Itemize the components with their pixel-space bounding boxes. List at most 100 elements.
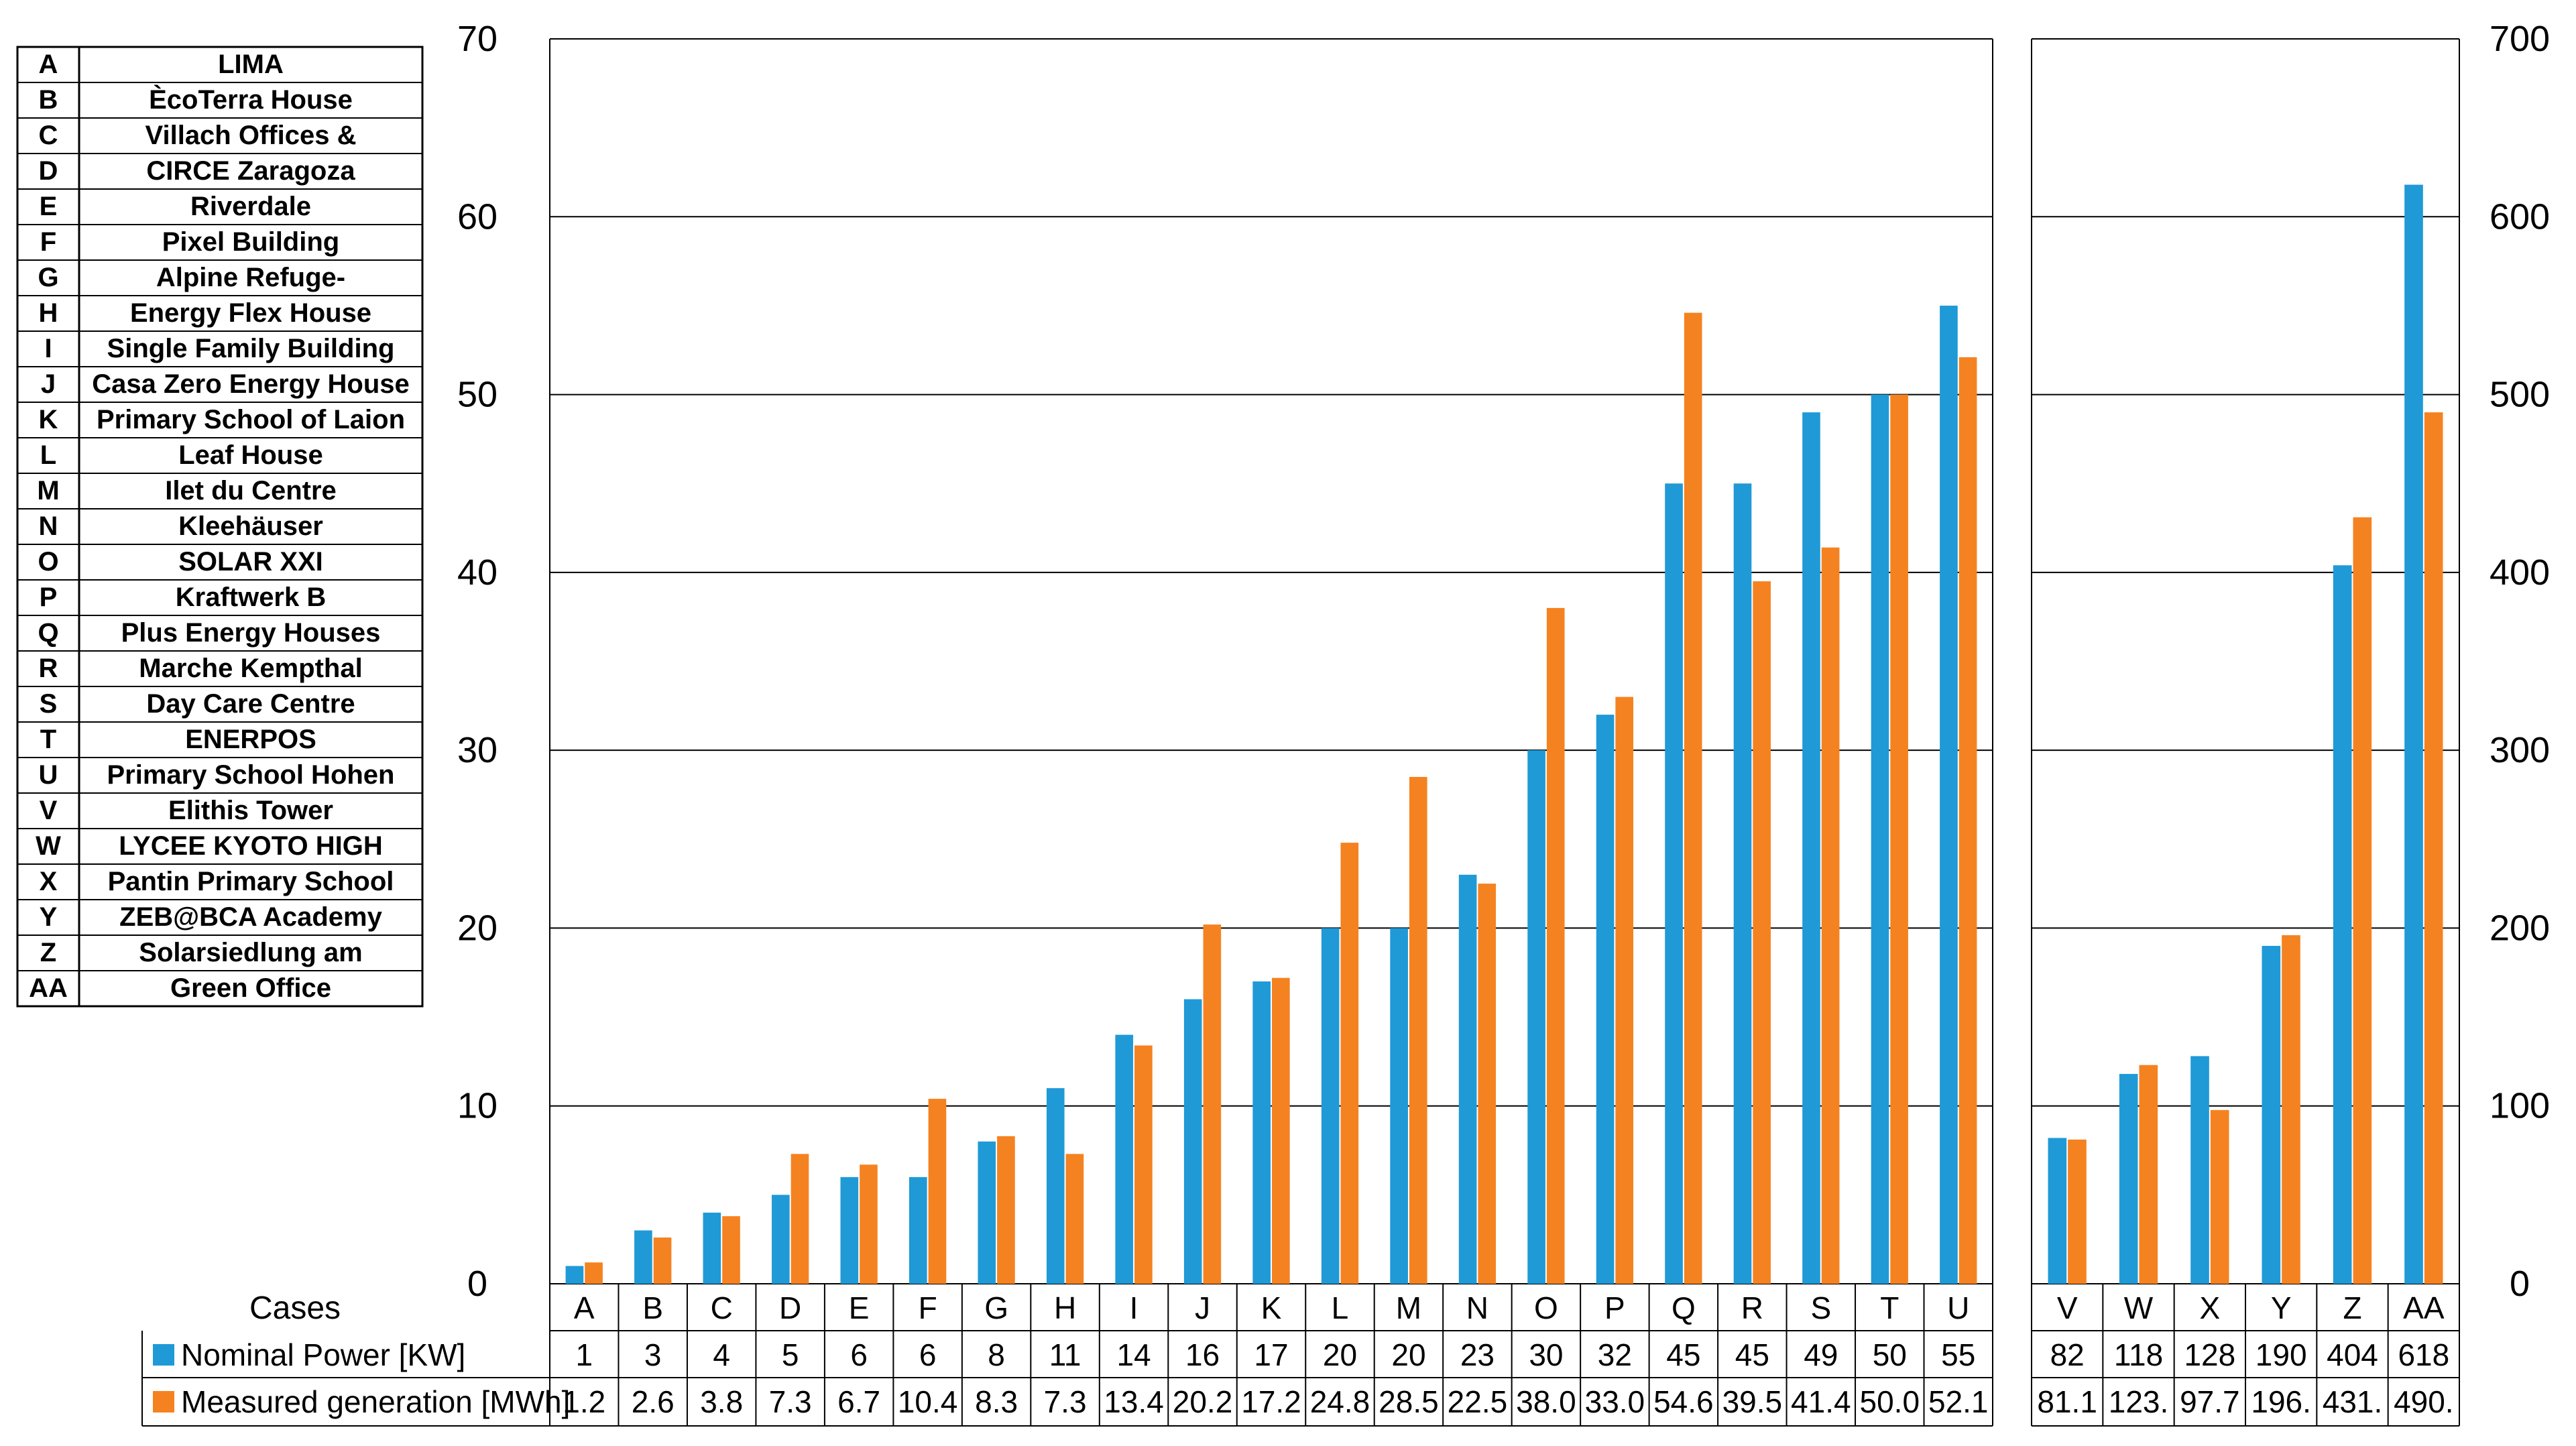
left-bar-chart: 0 10 20 30 40 50 60 70 <box>457 19 1993 1304</box>
legend-code-aa: AA <box>29 973 68 1003</box>
left-data-label-measured-o: 38.0 <box>1516 1384 1576 1419</box>
left-data-label-nominal-p: 32 <box>1598 1337 1632 1372</box>
left-category-label-r: R <box>1741 1290 1763 1325</box>
left-ytick-label: 70 <box>457 19 497 59</box>
right-data-label-nominal-z: 404 <box>2327 1337 2378 1372</box>
left-data-label-nominal-l: 20 <box>1323 1337 1357 1372</box>
left-data-label-measured-a: 1.2 <box>563 1384 605 1419</box>
left-bar-measured-q <box>1684 312 1702 1284</box>
left-bar-nominal-o <box>1527 750 1545 1284</box>
left-category-label-f: F <box>919 1290 937 1325</box>
left-data-label-measured-k: 17.2 <box>1241 1384 1301 1419</box>
right-ytick-label: 600 <box>2490 196 2550 237</box>
legend-name-s: Day Care Centre <box>146 689 355 719</box>
legend-name-h: Energy Flex House <box>130 298 371 328</box>
legend-code-m: M <box>37 476 59 505</box>
legend-code-n: N <box>39 511 58 541</box>
left-data-label-measured-r: 39.5 <box>1722 1384 1783 1419</box>
left-data-label-measured-s: 41.4 <box>1791 1384 1851 1419</box>
right-bar-nominal-x <box>2190 1056 2209 1284</box>
left-bar-measured-d <box>791 1154 809 1284</box>
left-bar-measured-o <box>1546 607 1565 1284</box>
left-data-label-nominal-t: 50 <box>1873 1337 1907 1372</box>
left-data-label-measured-f: 10.4 <box>898 1384 958 1419</box>
left-bar-measured-a <box>585 1262 603 1284</box>
left-bar-nominal-f <box>909 1177 927 1284</box>
right-data-label-measured-z: 431. <box>2323 1384 2383 1419</box>
legend-code-a: A <box>39 50 58 79</box>
legend-swatch-measured <box>153 1391 174 1412</box>
legend-code-e: E <box>40 192 58 221</box>
right-category-label-v: V <box>2057 1290 2078 1325</box>
left-category-label-a: A <box>574 1290 595 1325</box>
left-bar-measured-h <box>1065 1154 1084 1284</box>
right-bar-nominal-y <box>2262 945 2281 1284</box>
right-data-label-measured-aa: 490. <box>2394 1384 2454 1419</box>
right-data-label-nominal-aa: 618 <box>2398 1337 2449 1372</box>
legend-name-r: Marche Kempthal <box>139 654 362 683</box>
left-data-label-measured-t: 50.0 <box>1860 1384 1920 1419</box>
left-ytick-label: 40 <box>457 552 497 593</box>
right-data-label-measured-x: 97.7 <box>2180 1384 2240 1419</box>
left-bar-measured-u <box>1958 357 1977 1284</box>
legend-name-a: LIMA <box>218 50 284 79</box>
left-data-label-nominal-k: 17 <box>1254 1337 1288 1372</box>
left-bar-nominal-g <box>978 1141 996 1284</box>
left-bar-nominal-h <box>1046 1088 1065 1284</box>
left-bar-nominal-a <box>565 1266 584 1284</box>
left-bar-measured-n <box>1478 884 1497 1284</box>
legend-table-border <box>16 46 424 1008</box>
left-data-label-nominal-j: 16 <box>1185 1337 1220 1372</box>
legend-code-i: I <box>44 334 52 363</box>
left-category-label-t: T <box>1880 1290 1899 1325</box>
right-bar-nominal-v <box>2048 1138 2067 1284</box>
left-bar-measured-c <box>722 1216 740 1284</box>
left-ytick-label: 60 <box>457 196 497 237</box>
right-bar-chart: 0 100 200 300 400 500 600 700 <box>2031 19 2550 1304</box>
left-data-label-nominal-h: 11 <box>1049 1337 1081 1372</box>
left-bar-nominal-d <box>772 1195 790 1284</box>
right-data-label-nominal-y: 190 <box>2256 1337 2307 1372</box>
legend-name-n: Kleehäuser <box>178 511 323 541</box>
legend-name-c: Villach Offices & <box>145 121 357 150</box>
legend-series-measured: Measured generation [MWh] <box>181 1384 570 1419</box>
left-bar-measured-g <box>997 1136 1015 1284</box>
left-ytick-label: 30 <box>457 730 497 770</box>
legend-name-t: ENERPOS <box>185 725 316 754</box>
left-bar-nominal-m <box>1390 928 1408 1284</box>
legend-code-v: V <box>40 796 58 825</box>
legend-code-r: R <box>39 654 58 683</box>
left-data-label-measured-j: 20.2 <box>1173 1384 1233 1419</box>
left-data-label-nominal-e: 6 <box>850 1337 868 1372</box>
legend-name-e: Riverdale <box>190 192 311 221</box>
right-bar-measured-x <box>2210 1109 2229 1284</box>
left-bar-measured-m <box>1409 776 1427 1284</box>
right-ytick-label: 0 <box>2510 1264 2530 1304</box>
right-category-label-w: W <box>2124 1290 2154 1325</box>
left-data-label-measured-i: 13.4 <box>1104 1384 1164 1419</box>
right-data-label-nominal-v: 82 <box>2050 1337 2085 1372</box>
left-data-label-measured-m: 28.5 <box>1379 1384 1439 1419</box>
legend-swatch-nominal <box>153 1344 174 1366</box>
left-data-label-measured-c: 3.8 <box>700 1384 743 1419</box>
right-ytick-label: 500 <box>2490 375 2550 415</box>
right-data-label-measured-y: 196. <box>2251 1384 2311 1419</box>
right-bar-nominal-z <box>2333 565 2352 1284</box>
left-bar-measured-t <box>1890 394 1908 1284</box>
legend-code-t: T <box>40 725 56 754</box>
case-legend-table: A LIMA B ÈcoTerra House C Villach Offices & D C… <box>16 46 424 1008</box>
left-data-label-measured-p: 33.0 <box>1585 1384 1645 1419</box>
legend-name-j: Casa Zero Energy House <box>92 369 410 399</box>
left-category-label-b: B <box>642 1290 663 1325</box>
left-bar-nominal-e <box>840 1177 859 1284</box>
legend-code-b: B <box>39 85 58 115</box>
left-category-label-l: L <box>1332 1290 1349 1325</box>
left-data-label-measured-u: 52.1 <box>1928 1384 1989 1419</box>
left-category-label-o: O <box>1534 1290 1558 1325</box>
legend-name-y: ZEB@BCA Academy <box>119 902 382 932</box>
left-data-label-nominal-s: 49 <box>1804 1337 1838 1372</box>
left-bar-nominal-u <box>1940 305 1958 1284</box>
left-category-label-n: N <box>1466 1290 1488 1325</box>
left-bar-nominal-n <box>1458 874 1477 1284</box>
